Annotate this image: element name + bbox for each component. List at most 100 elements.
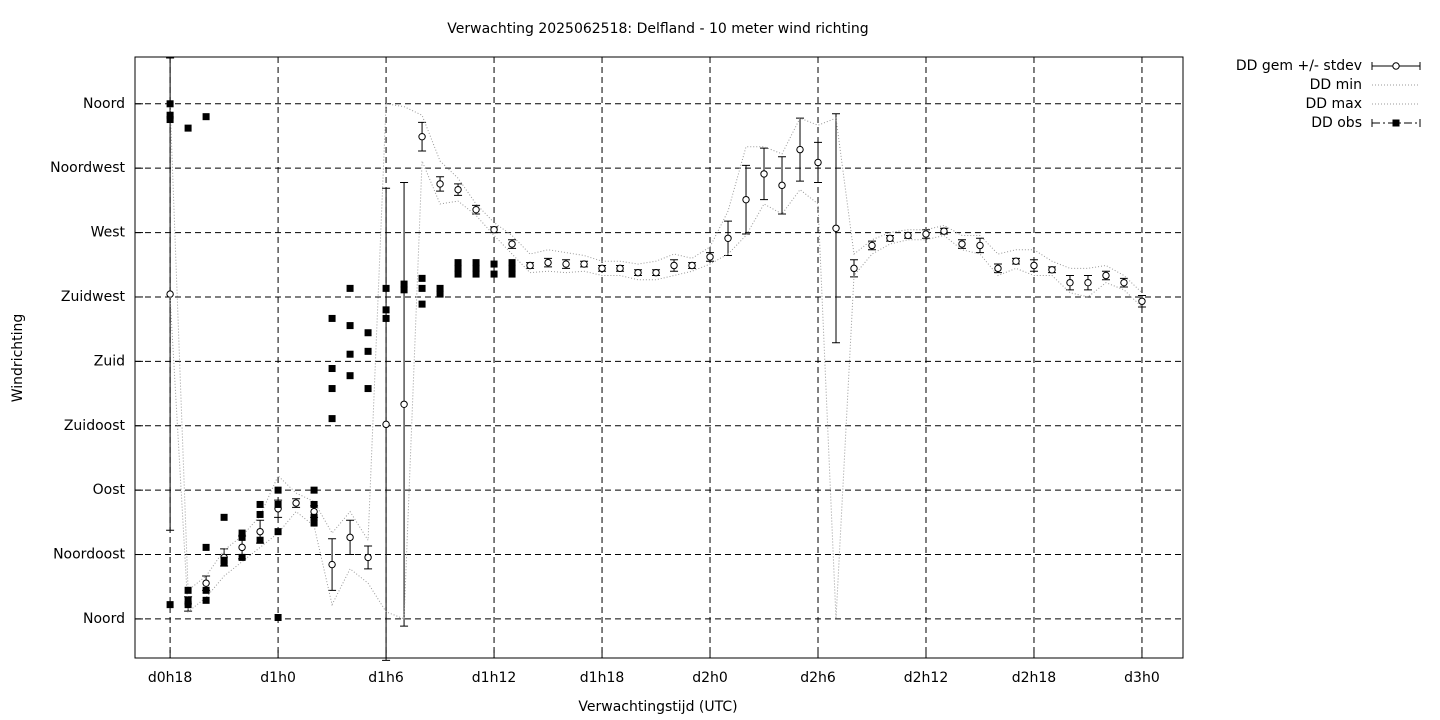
obs-point bbox=[202, 543, 210, 551]
mean-point bbox=[1030, 261, 1038, 270]
y-tick-label: Noordoost bbox=[53, 547, 125, 563]
mean-point bbox=[742, 195, 750, 204]
mean-point bbox=[1102, 271, 1110, 280]
obs-point bbox=[274, 486, 282, 494]
mean-point bbox=[616, 264, 624, 273]
obs-point bbox=[436, 284, 444, 292]
obs-point bbox=[472, 264, 480, 272]
mean-point bbox=[490, 226, 498, 234]
mean-point bbox=[994, 264, 1002, 273]
obs-point bbox=[382, 306, 390, 314]
mean-point bbox=[1120, 278, 1128, 287]
obs-point bbox=[328, 415, 336, 423]
obs-point bbox=[184, 601, 192, 609]
mean-point bbox=[940, 227, 948, 235]
obs-point bbox=[346, 322, 354, 330]
mean-point bbox=[1048, 266, 1056, 274]
obs-point bbox=[346, 284, 354, 292]
obs-point bbox=[238, 553, 246, 561]
obs-point bbox=[364, 347, 372, 355]
y-tick-label: Noordwest bbox=[50, 160, 125, 176]
obs-point bbox=[400, 286, 408, 294]
obs-point bbox=[256, 536, 264, 544]
x-tick-label: d1h12 bbox=[472, 670, 516, 686]
mean-point bbox=[922, 230, 930, 238]
mean-point bbox=[418, 133, 426, 141]
obs-point bbox=[274, 614, 282, 622]
mean-point bbox=[328, 560, 336, 569]
x-tick-label: d2h0 bbox=[692, 670, 728, 686]
mean-point bbox=[1084, 278, 1092, 287]
y-axis-label: Windrichting bbox=[10, 314, 26, 403]
obs-point bbox=[508, 259, 516, 267]
obs-point bbox=[418, 300, 426, 308]
obs-point bbox=[382, 314, 390, 322]
obs-point bbox=[274, 528, 282, 536]
mean-point bbox=[508, 240, 516, 248]
obs-point bbox=[310, 513, 318, 521]
obs-point bbox=[436, 290, 444, 298]
obs-point bbox=[328, 365, 336, 373]
mean-point bbox=[688, 261, 696, 270]
obs-point bbox=[382, 284, 390, 292]
chart-title: Verwachting 2025062518: Delfland - 10 me… bbox=[447, 21, 868, 37]
obs-point bbox=[220, 513, 228, 521]
obs-point bbox=[166, 601, 174, 609]
mean-point bbox=[580, 260, 588, 268]
mean-point bbox=[202, 579, 210, 587]
legend-label: DD max bbox=[1305, 96, 1362, 112]
mean-point bbox=[1066, 278, 1074, 287]
mean-point bbox=[544, 258, 552, 267]
mean-point bbox=[562, 260, 570, 268]
y-tick-label: Zuid bbox=[94, 353, 125, 369]
obs-point bbox=[364, 385, 372, 393]
obs-point bbox=[454, 270, 462, 278]
obs-point bbox=[274, 500, 282, 508]
plot-frame bbox=[134, 56, 1184, 659]
obs-point bbox=[418, 284, 426, 292]
mean-point bbox=[868, 241, 876, 250]
obs-point bbox=[490, 270, 498, 278]
obs-point bbox=[184, 124, 192, 132]
mean-point bbox=[454, 185, 462, 194]
obs-point bbox=[184, 586, 192, 594]
mean-point bbox=[904, 231, 912, 240]
x-axis-label: Verwachtingstijd (UTC) bbox=[578, 699, 737, 715]
obs-point bbox=[310, 500, 318, 508]
x-tick-label: d0h18 bbox=[148, 670, 192, 686]
mean-point bbox=[166, 290, 174, 298]
y-tick-label: Noord bbox=[83, 96, 125, 112]
obs-point bbox=[166, 100, 174, 108]
obs-point bbox=[400, 280, 408, 288]
obs-point bbox=[310, 486, 318, 494]
obs-point bbox=[346, 372, 354, 380]
mean-point bbox=[436, 180, 444, 188]
obs-point bbox=[220, 559, 228, 567]
mean-point bbox=[1012, 257, 1020, 265]
obs-point bbox=[310, 519, 318, 527]
obs-point bbox=[346, 350, 354, 358]
mean-point bbox=[472, 205, 480, 214]
x-tick-label: d1h0 bbox=[260, 670, 296, 686]
x-tick-label: d3h0 bbox=[1124, 670, 1160, 686]
mean-point bbox=[634, 268, 642, 277]
y-tick-label: West bbox=[91, 225, 126, 241]
x-tick-label: d2h6 bbox=[800, 670, 836, 686]
obs-point bbox=[418, 274, 426, 282]
mean-point bbox=[400, 400, 408, 408]
legend-label: DD min bbox=[1310, 77, 1362, 93]
legend-label: DD gem +/- stdev bbox=[1236, 58, 1362, 74]
mean-point bbox=[850, 264, 858, 273]
mean-point bbox=[670, 261, 678, 270]
x-tick-label: d2h18 bbox=[1012, 670, 1056, 686]
mean-point bbox=[598, 264, 606, 273]
mean-point bbox=[760, 170, 768, 178]
y-tick-label: Zuidwest bbox=[61, 289, 126, 305]
obs-point bbox=[166, 111, 174, 119]
range-line bbox=[169, 103, 1143, 592]
obs-point bbox=[256, 510, 264, 518]
y-tick-label: Zuidoost bbox=[64, 418, 126, 434]
obs-point bbox=[508, 270, 516, 278]
x-tick-label: d1h18 bbox=[580, 670, 624, 686]
mean-point bbox=[652, 268, 660, 277]
